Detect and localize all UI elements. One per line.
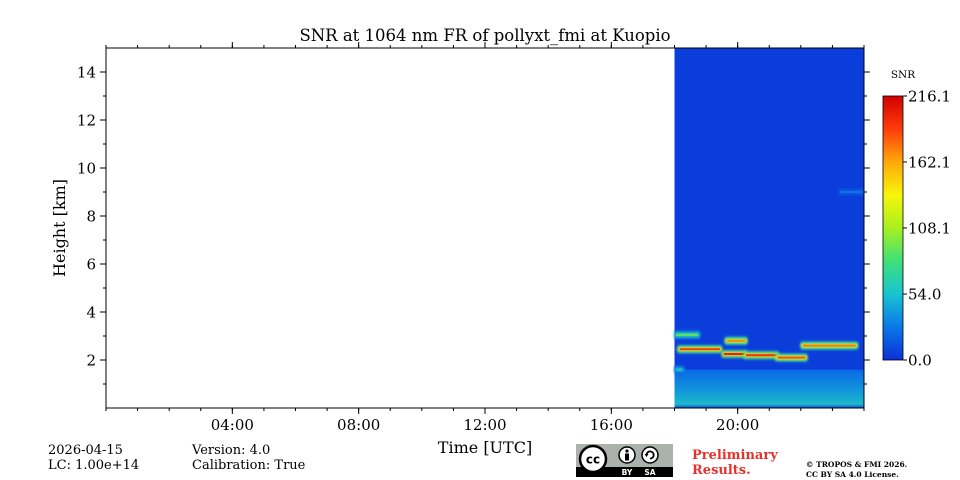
- snr-heatmap: [674, 48, 864, 408]
- copyright-notice: © TROPOS & FMI 2026. CC BY SA 4.0 Licens…: [806, 460, 907, 480]
- colorbar-tick-label: 162.1: [908, 153, 951, 171]
- sa-label: SA: [644, 468, 655, 477]
- heatmap-aerosol-layer-late: [800, 341, 858, 350]
- info-date: 2026-04-15: [48, 443, 123, 458]
- heatmap-cloud-layer-1: [677, 345, 722, 354]
- y-tick-label: 12: [77, 112, 96, 130]
- cloud-layer-3-core: [745, 354, 777, 357]
- boundary-layer-start-core: [676, 368, 682, 371]
- copyright-line-2: CC BY SA 4.0 License.: [806, 470, 899, 479]
- info-lidar-constant: LC: 1.00e+14: [48, 458, 140, 473]
- colorbar-tick-label: 54.0: [908, 286, 941, 304]
- share-alike-icon: [641, 446, 659, 464]
- x-axis-label: Time [UTC]: [438, 438, 532, 457]
- preliminary-line-2: Results.: [692, 463, 751, 478]
- colorbar-tick-label: 0.0: [908, 352, 932, 370]
- x-tick-label: 20:00: [716, 416, 759, 434]
- cc-license-badge: cc BY SA: [576, 444, 673, 477]
- x-tick-label: 16:00: [590, 416, 633, 434]
- info-calibration: Calibration: True: [192, 458, 306, 473]
- y-axis-label: Height [km]: [50, 179, 69, 277]
- chart-title: SNR at 1064 nm FR of pollyxt_fmi at Kuop…: [299, 26, 670, 45]
- colorbar-ticks: 0.0 54.0 108.1 162.1 216.1: [903, 88, 951, 370]
- by-label: BY: [622, 468, 633, 477]
- aerosol-layer-mid-core: [727, 339, 746, 342]
- copyright-line-1: © TROPOS & FMI 2026.: [806, 460, 908, 469]
- cloud-layer-1-core: [679, 348, 720, 351]
- y-tick-label: 4: [86, 304, 96, 322]
- x-tick-label: 04:00: [211, 416, 254, 434]
- heatmap-cloud-layer-3: [743, 351, 779, 360]
- faint-layer-9km-core: [840, 191, 862, 193]
- cc-logo-text: cc: [586, 453, 600, 467]
- heatmap-faint-layer-9km: [838, 188, 864, 196]
- heatmap-cloud-layer-2: [721, 350, 748, 358]
- cc-logo-icon: [578, 444, 608, 474]
- axis-ticks: 04:00 08:00 12:00 16:00 20:00 2 4 6 8 10 12 14: [77, 42, 870, 434]
- heatmap-boundary-layer-start: [674, 365, 684, 374]
- colorbar-title: SNR: [891, 69, 916, 81]
- heatmap-aerosol-layer-mid: [725, 336, 748, 345]
- heatmap-cloud-layer-4: [775, 353, 808, 362]
- colorbar-tick-label: 216.1: [908, 88, 951, 106]
- cloud-layer-2-core: [723, 353, 746, 355]
- y-tick-label: 8: [86, 208, 96, 226]
- preliminary-notice: Preliminary Results.: [692, 448, 778, 478]
- y-tick-label: 14: [77, 64, 96, 82]
- heatmap-aerosol-layer-upper: [674, 330, 700, 339]
- y-tick-label: 10: [77, 160, 96, 178]
- colorbar-tick-label: 108.1: [908, 219, 951, 237]
- y-tick-label: 6: [86, 256, 96, 274]
- colorbar: [882, 95, 904, 361]
- x-tick-label: 12:00: [463, 416, 506, 434]
- aerosol-layer-upper-core: [676, 333, 698, 336]
- aerosol-layer-late-core: [802, 344, 856, 347]
- x-tick-label: 08:00: [337, 416, 380, 434]
- preliminary-line-1: Preliminary: [692, 448, 778, 463]
- heatmap-near-surface: [674, 369, 864, 408]
- info-version: Version: 4.0: [192, 443, 271, 458]
- cloud-layer-4-core: [777, 356, 806, 359]
- y-tick-label: 2: [86, 352, 96, 370]
